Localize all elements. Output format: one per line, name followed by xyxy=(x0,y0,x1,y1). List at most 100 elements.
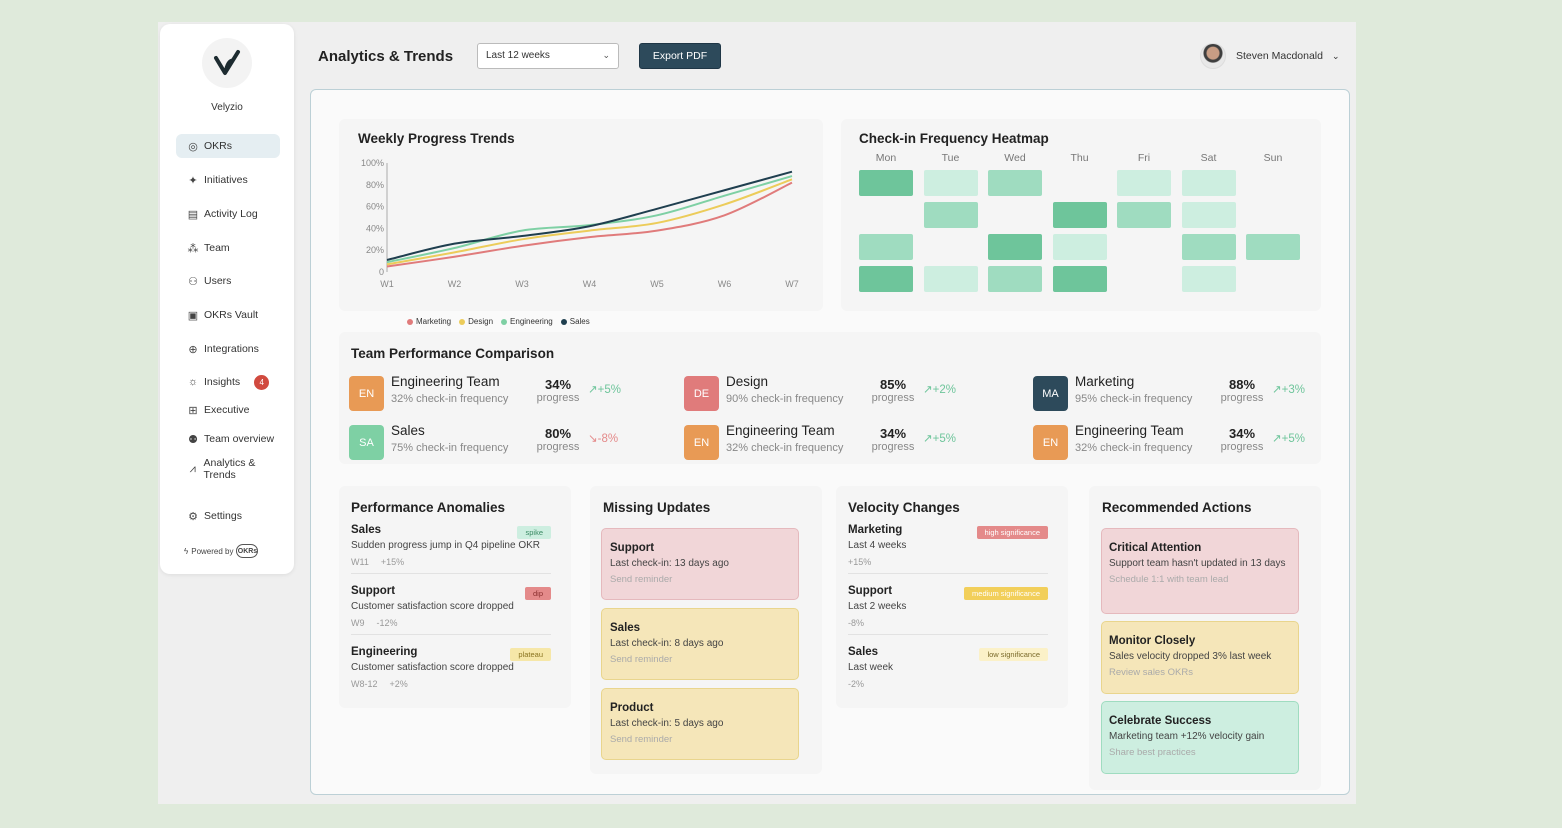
series-line-design xyxy=(386,178,793,266)
missing-update-item[interactable]: Sales Last check-in: 8 days ago Send rem… xyxy=(601,608,799,680)
user-menu[interactable]: Steven Macdonald ⌄ xyxy=(1200,42,1340,70)
sidebar-item-insights[interactable]: ☼ Insights 4 xyxy=(176,370,288,394)
users-icon: ⚇ xyxy=(188,275,198,288)
team-progress-delta: ↗+2% xyxy=(923,384,956,396)
heatmap-cell[interactable] xyxy=(859,234,913,260)
bolt-icon: ϟ xyxy=(184,546,189,556)
sidebar-item-team-overview[interactable]: ⚉ Team overview xyxy=(176,427,288,451)
export-pdf-button[interactable]: Export PDF xyxy=(639,43,721,69)
heatmap-cell[interactable] xyxy=(859,202,913,228)
send-reminder-link[interactable]: Send reminder xyxy=(610,654,673,665)
heatmap-cell[interactable] xyxy=(1246,170,1300,196)
legend-item-marketing: Marketing xyxy=(407,317,451,326)
sidebar-item-settings[interactable]: ⚙ Settings xyxy=(176,504,288,528)
brand-name: Velyzio xyxy=(211,102,243,113)
brand-logo[interactable] xyxy=(202,38,252,88)
team-row[interactable]: MA Marketing 95% check-in frequency 88% prog… xyxy=(1033,374,1323,414)
heatmap-cell[interactable] xyxy=(988,266,1042,292)
team-avatar: EN xyxy=(349,376,384,411)
sidebar-item-activity-log[interactable]: ▤ Activity Log xyxy=(176,202,288,226)
sidebar-item-okrs-vault[interactable]: ▣ OKRs Vault xyxy=(176,303,288,327)
team-row[interactable]: DE Design 90% check-in frequency 85% progres… xyxy=(684,374,974,414)
recommended-item-monitor[interactable]: Monitor Closely Sales velocity dropped 3… xyxy=(1101,621,1299,694)
heatmap-cell[interactable] xyxy=(923,234,978,260)
velocity-item[interactable]: Marketing high significance Last 4 weeks… xyxy=(848,524,1048,567)
heatmap-cell[interactable] xyxy=(1181,170,1236,196)
missing-update-item[interactable]: Support Last check-in: 13 days ago Send … xyxy=(601,528,799,600)
date-range-select[interactable]: Last 12 weeks ⌄ xyxy=(477,43,619,69)
team-row[interactable]: EN Engineering Team 32% check-in frequency… xyxy=(1033,423,1323,463)
heatmap-cell[interactable] xyxy=(859,266,913,292)
heatmap-cell[interactable] xyxy=(923,170,978,196)
heatmap-day-label: Thu xyxy=(1070,152,1089,164)
missing-update-item[interactable]: Product Last check-in: 5 days ago Send r… xyxy=(601,688,799,760)
anomaly-item[interactable]: Support dip Customer satisfaction score … xyxy=(351,585,551,628)
team-checkin-frequency: 75% check-in frequency xyxy=(391,442,509,454)
team-checkin-frequency: 95% check-in frequency xyxy=(1075,393,1193,405)
team-progress-label: progress xyxy=(1220,392,1264,404)
team-row[interactable]: EN Engineering Team 32% check-in frequency… xyxy=(349,374,639,414)
recommended-item-action[interactable]: Schedule 1:1 with team lead xyxy=(1109,574,1229,585)
sidebar-item-label: Analytics & Trends xyxy=(203,457,256,481)
send-reminder-link[interactable]: Send reminder xyxy=(610,734,673,745)
heatmap-title: Check-in Frequency Heatmap xyxy=(859,131,1049,146)
heatmap-cell[interactable] xyxy=(1117,170,1171,196)
sidebar-item-users[interactable]: ⚇ Users xyxy=(176,269,288,293)
sidebar-item-initiatives[interactable]: ✦ Initiatives xyxy=(176,168,288,192)
heatmap-cell[interactable] xyxy=(923,202,978,228)
line-chart: 0 20% 40% 60% 80% 100% W1 W2 W3 W4 W5 W6 W7 xyxy=(361,158,799,289)
team-row[interactable]: SA Sales 75% check-in frequency 80% progress… xyxy=(349,423,639,463)
sidebar-item-integrations[interactable]: ⊕ Integrations xyxy=(176,337,288,361)
heatmap-cell[interactable] xyxy=(923,266,978,292)
heatmap-day-label: Tue xyxy=(941,152,960,164)
velocity-item[interactable]: Support medium significance Last 2 weeks… xyxy=(848,585,1048,628)
recommended-item-critical[interactable]: Critical Attention Support team hasn't u… xyxy=(1101,528,1299,614)
insights-count-badge: 4 xyxy=(254,374,270,390)
heatmap-cell[interactable] xyxy=(1052,202,1107,228)
missing-updates-card: Missing Updates Support Last check-in: 1… xyxy=(590,486,822,774)
team-name: Engineering Team xyxy=(391,374,500,389)
heatmap-cell[interactable] xyxy=(988,234,1042,260)
recommended-item-action[interactable]: Share best practices xyxy=(1109,747,1196,758)
okrs-logo: OKRs xyxy=(236,544,259,558)
series-line-sales xyxy=(386,170,793,261)
recommended-item-celebrate[interactable]: Celebrate Success Marketing team +12% ve… xyxy=(1101,701,1299,774)
series-line-engineering xyxy=(386,175,793,264)
velocity-item[interactable]: Sales low significance Last week -2% xyxy=(848,646,1048,689)
heatmap-cell[interactable] xyxy=(1117,266,1171,292)
heatmap-cell[interactable] xyxy=(1246,202,1300,228)
heatmap-cell[interactable] xyxy=(1181,234,1236,260)
anomaly-item[interactable]: Sales spike Sudden progress jump in Q4 p… xyxy=(351,524,551,567)
recommended-item-action[interactable]: Review sales OKRs xyxy=(1109,667,1193,678)
heatmap-cell[interactable] xyxy=(1246,266,1300,292)
integrations-icon: ⊕ xyxy=(188,343,198,356)
velocity-change: +15% xyxy=(848,557,872,567)
heatmap-cell[interactable] xyxy=(1117,234,1171,260)
heatmap-cell[interactable] xyxy=(1246,234,1300,260)
heatmap-cell[interactable] xyxy=(1181,202,1236,228)
anomaly-week: W9 xyxy=(351,618,365,628)
heatmap-cell[interactable] xyxy=(1181,266,1236,292)
heatmap-cell[interactable] xyxy=(1052,170,1107,196)
sidebar-item-analytics[interactable]: ⩘ Analytics & Trends xyxy=(176,457,288,481)
sidebar-item-okrs[interactable]: ◎ OKRs xyxy=(176,134,280,158)
okrs-icon: ◎ xyxy=(188,140,198,153)
anomaly-item[interactable]: Engineering plateau Customer satisfactio… xyxy=(351,646,551,689)
recommended-item-title: Monitor Closely xyxy=(1109,635,1196,647)
send-reminder-link[interactable]: Send reminder xyxy=(610,574,673,585)
sidebar-item-executive[interactable]: ⊞ Executive xyxy=(176,398,288,422)
heatmap-day-label: Wed xyxy=(1004,152,1026,164)
sidebar-item-team[interactable]: ⁂ Team xyxy=(176,236,288,260)
team-row[interactable]: EN Engineering Team 32% check-in frequency… xyxy=(684,423,974,463)
team-avatar: DE xyxy=(684,376,719,411)
heatmap-cell[interactable] xyxy=(1052,234,1107,260)
missing-last-checkin: Last check-in: 13 days ago xyxy=(610,558,729,569)
app-canvas: Velyzio ◎ OKRs ✦ Initiatives ▤ Activity … xyxy=(158,22,1356,804)
heatmap-cell[interactable] xyxy=(988,170,1042,196)
heatmap-cell[interactable] xyxy=(988,202,1042,228)
heatmap-cell[interactable] xyxy=(1052,266,1107,292)
significance-tag: low significance xyxy=(979,648,1048,661)
heatmap-cell[interactable] xyxy=(859,170,913,196)
heatmap-cell[interactable] xyxy=(1117,202,1171,228)
recommended-item-title: Critical Attention xyxy=(1109,542,1202,554)
